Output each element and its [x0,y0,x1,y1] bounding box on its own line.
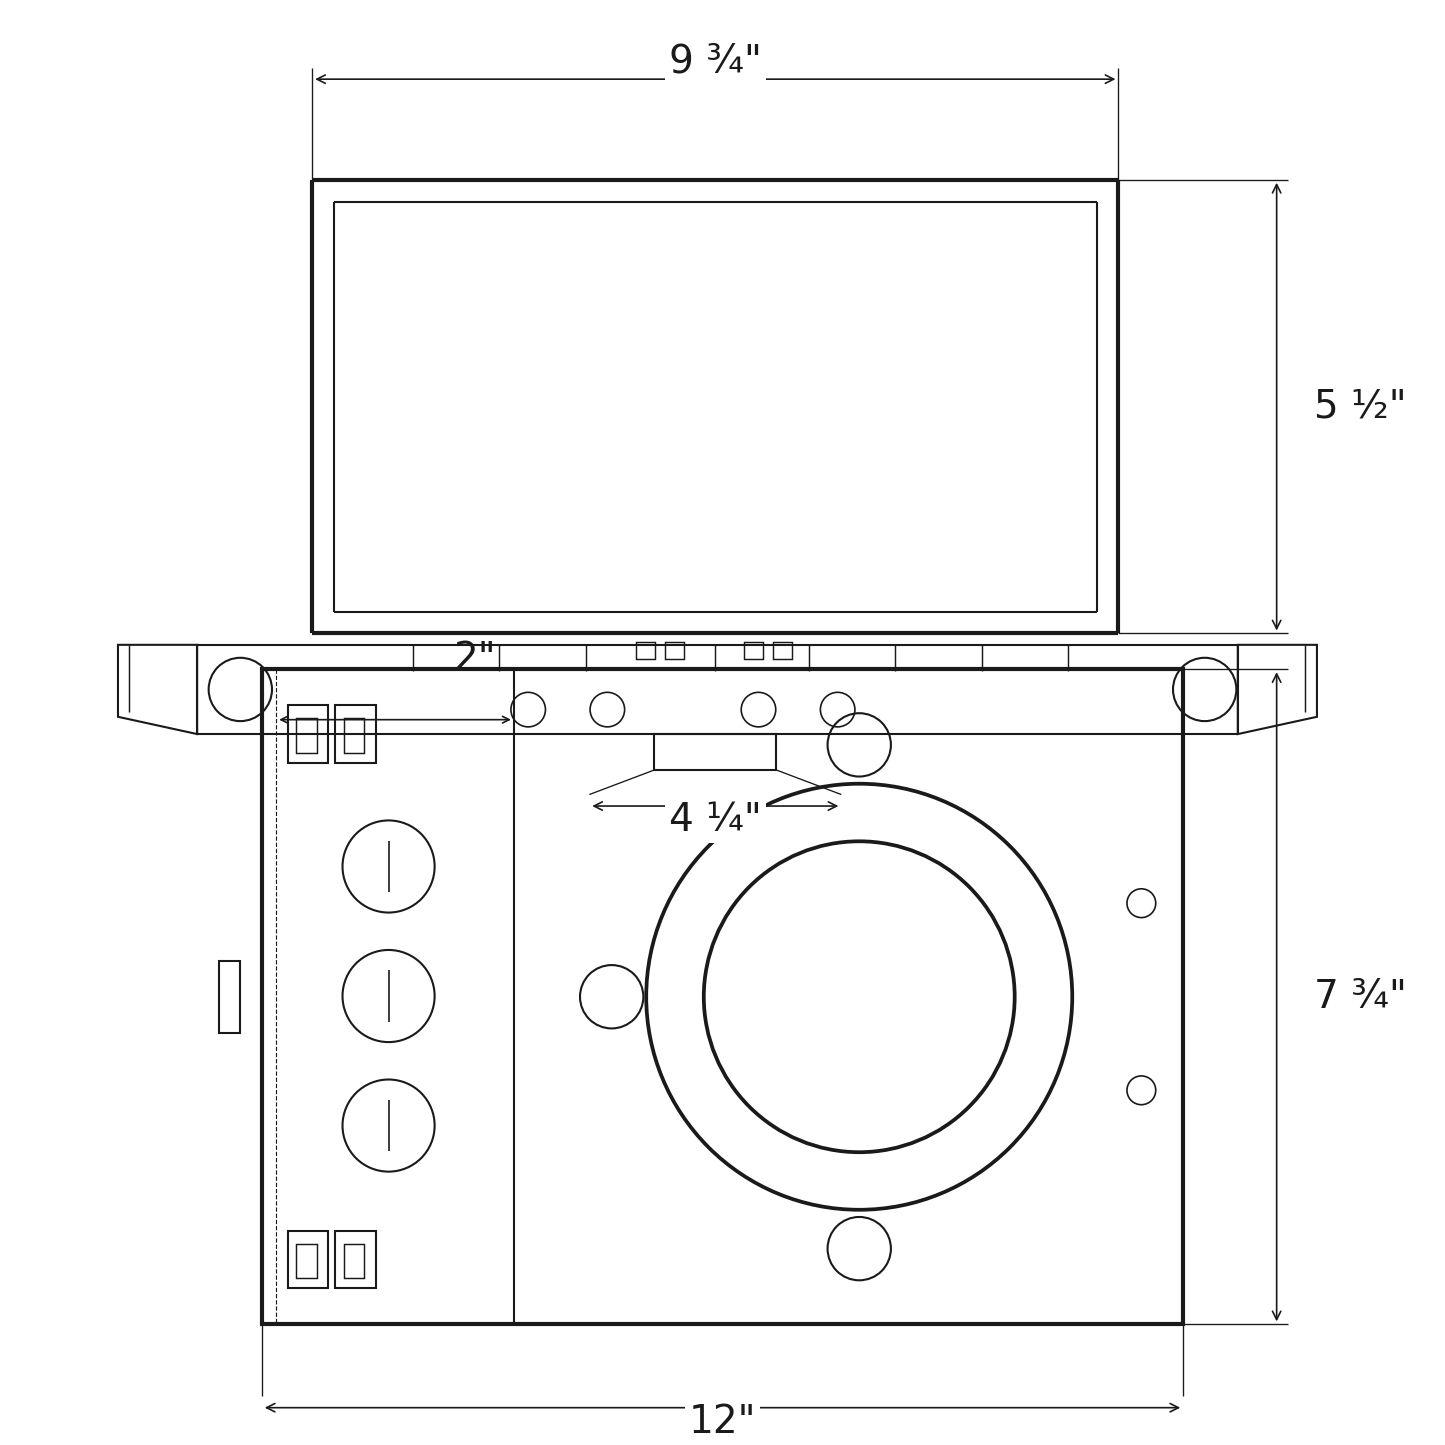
Text: 2": 2" [452,640,496,678]
Text: 7 ¾": 7 ¾" [1314,978,1406,1016]
Text: 4 ¼": 4 ¼" [669,802,762,840]
Text: 9 ¾": 9 ¾" [669,43,762,81]
Text: 5 ½": 5 ½" [1314,387,1406,426]
Text: 12": 12" [689,1403,756,1441]
